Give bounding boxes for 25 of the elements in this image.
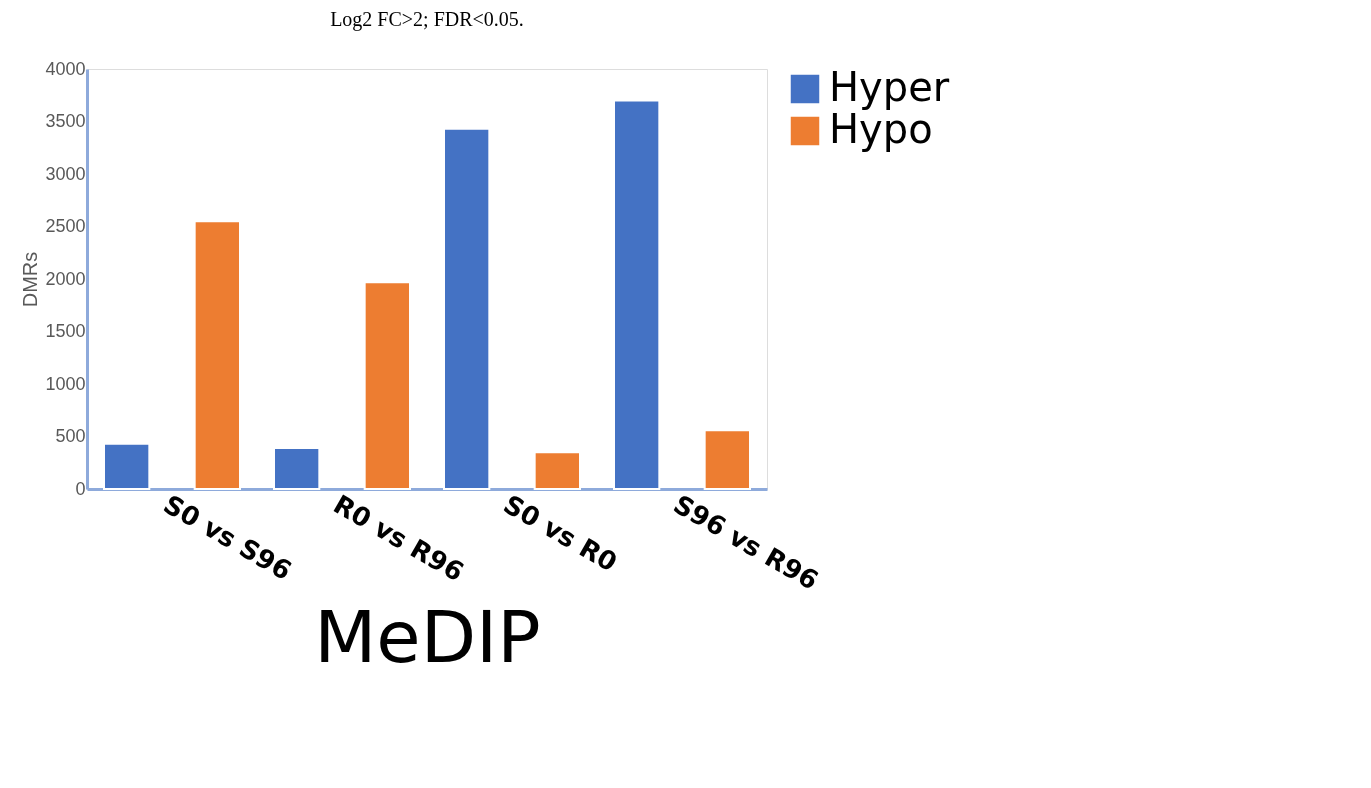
x-tick-label: S96 vs R96 [668, 488, 824, 596]
y-tick-label: 1500 [45, 321, 86, 341]
y-tick-label: 3500 [45, 111, 86, 131]
bar [363, 281, 411, 490]
bar [193, 220, 241, 490]
chart-title: Log2 FC>2; FDR<0.05. [330, 8, 524, 31]
x-axis-title: MeDIP [314, 594, 541, 679]
y-tick-label: 2500 [45, 216, 86, 236]
x-tick-label: S0 vs R0 [498, 488, 623, 578]
bar [443, 127, 491, 490]
bar [533, 451, 581, 490]
bar [703, 429, 751, 490]
bar [103, 442, 151, 490]
y-tick-label: 3000 [45, 163, 86, 184]
y-tick-label: 1000 [45, 373, 86, 394]
x-tick-label: S0 vs S96 [158, 488, 297, 587]
bar [613, 99, 661, 490]
legend-label: Hyper [829, 64, 950, 110]
y-axis-title: DMRs [19, 251, 42, 308]
bar [273, 447, 321, 490]
y-tick-label: 2000 [45, 268, 86, 289]
y-tick-label: 4000 [45, 58, 86, 79]
y-tick-label: 0 [75, 478, 86, 499]
y-tick-label: 500 [55, 426, 86, 446]
x-tick-label: R0 vs R96 [328, 488, 469, 588]
